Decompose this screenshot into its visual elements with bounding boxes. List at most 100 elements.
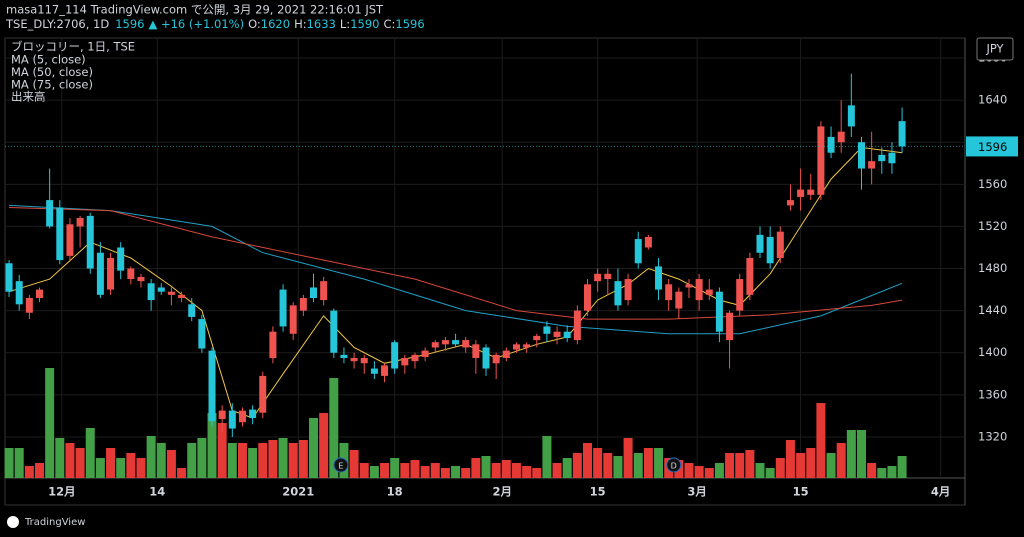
volume-bar	[440, 468, 450, 478]
volume-bar	[177, 468, 187, 478]
candle-body	[441, 340, 449, 345]
volume-bar	[390, 458, 400, 478]
candle-body	[807, 189, 815, 195]
currency-box[interactable]	[976, 37, 1014, 61]
volume-bar	[35, 463, 45, 478]
volume-bar	[207, 413, 217, 478]
volume-bar	[867, 463, 877, 478]
candle-body	[827, 136, 835, 153]
volume-bar	[268, 440, 278, 478]
candle-body	[147, 283, 155, 301]
candle-body	[76, 218, 84, 227]
y-tick-label: 1400	[978, 345, 1007, 359]
candle-body	[107, 258, 115, 290]
candle-body	[137, 276, 145, 282]
candle-body	[330, 310, 338, 353]
x-tick-label: 3月	[687, 485, 707, 499]
candle-body	[5, 263, 13, 292]
ohlc-label: L:	[340, 17, 350, 31]
volume-bar	[319, 413, 329, 478]
candle-body	[269, 331, 277, 358]
volume-bar	[836, 443, 846, 478]
volume-bar	[451, 466, 461, 478]
candle-body	[847, 105, 855, 127]
candle-body	[167, 291, 175, 295]
candle-body	[157, 287, 165, 292]
candle-body	[614, 281, 622, 306]
x-tick-label: 2月	[492, 485, 512, 499]
candle-body	[634, 239, 642, 264]
last-price: 1596	[115, 17, 144, 31]
candle-body	[309, 287, 317, 298]
volume-bar	[856, 430, 866, 478]
event-label: E	[338, 462, 343, 471]
header-line2: TSE_DLY:2706, 1D 1596 ▲ +16 (+1.01%) O:1620…	[5, 17, 425, 31]
candle-body	[726, 312, 734, 341]
volume-bar	[14, 448, 24, 478]
currency: JPY	[985, 42, 1004, 56]
candle-body	[259, 375, 267, 413]
candle-body	[188, 304, 196, 317]
candle-body	[857, 142, 865, 169]
volume-bar	[146, 436, 156, 478]
volume-bar	[755, 463, 765, 478]
candle-body	[837, 131, 845, 143]
y-tick-label: 1320	[978, 429, 1007, 443]
volume-bar	[187, 443, 197, 478]
x-tick-label: 14	[149, 485, 165, 499]
candle-body	[381, 365, 389, 376]
candle-body	[705, 289, 713, 295]
volume-bar	[633, 453, 643, 478]
ma-line	[9, 207, 903, 320]
candle-body	[766, 236, 774, 264]
candle-body	[56, 207, 64, 261]
last-price-box	[966, 136, 1018, 157]
candle-body	[370, 368, 378, 374]
candle-body	[289, 305, 297, 334]
candle-body	[238, 410, 246, 423]
volume-bar	[461, 468, 471, 478]
candle-body	[86, 215, 94, 269]
volume-bar	[826, 453, 836, 478]
candle-body	[431, 342, 439, 348]
volume-bar	[288, 443, 298, 478]
volume-bar	[643, 448, 653, 478]
volume-bar	[197, 438, 207, 478]
volume-bar	[430, 463, 440, 478]
x-tick-label: 15	[793, 485, 809, 499]
candle-body	[695, 279, 703, 301]
candle-body	[644, 236, 652, 248]
volume-bar	[735, 453, 745, 478]
last-price-label: 1596	[978, 140, 1007, 154]
candle-body	[604, 273, 612, 280]
volume-bar	[552, 463, 562, 478]
candle-body	[96, 252, 104, 295]
candle-body	[715, 291, 723, 332]
volume-bar	[349, 450, 359, 478]
ohlc-value: 1596	[395, 17, 424, 31]
candle-body	[411, 354, 419, 362]
volume-bar	[217, 423, 227, 478]
ohlc-label: O:	[248, 17, 261, 31]
volume-bar	[45, 368, 55, 478]
candle-body	[655, 266, 663, 290]
candle-body	[817, 126, 825, 195]
volume-bar	[298, 440, 308, 478]
volume-bar	[511, 463, 521, 478]
volume-bar	[400, 463, 410, 478]
candle-body	[512, 344, 520, 350]
volume-bar	[522, 466, 532, 478]
candle-body	[391, 342, 399, 369]
volume-bar	[816, 403, 826, 478]
candle-body	[46, 200, 54, 227]
volume-bar	[359, 463, 369, 478]
volume-bar	[491, 463, 501, 478]
volume-bar	[501, 460, 511, 478]
x-tick-label: 15	[590, 485, 606, 499]
candle-body	[421, 350, 429, 357]
candle-body	[350, 358, 358, 362]
candle-body	[218, 410, 226, 420]
volume-bar	[654, 448, 664, 478]
legend-entry: MA (75, close)	[11, 78, 93, 92]
